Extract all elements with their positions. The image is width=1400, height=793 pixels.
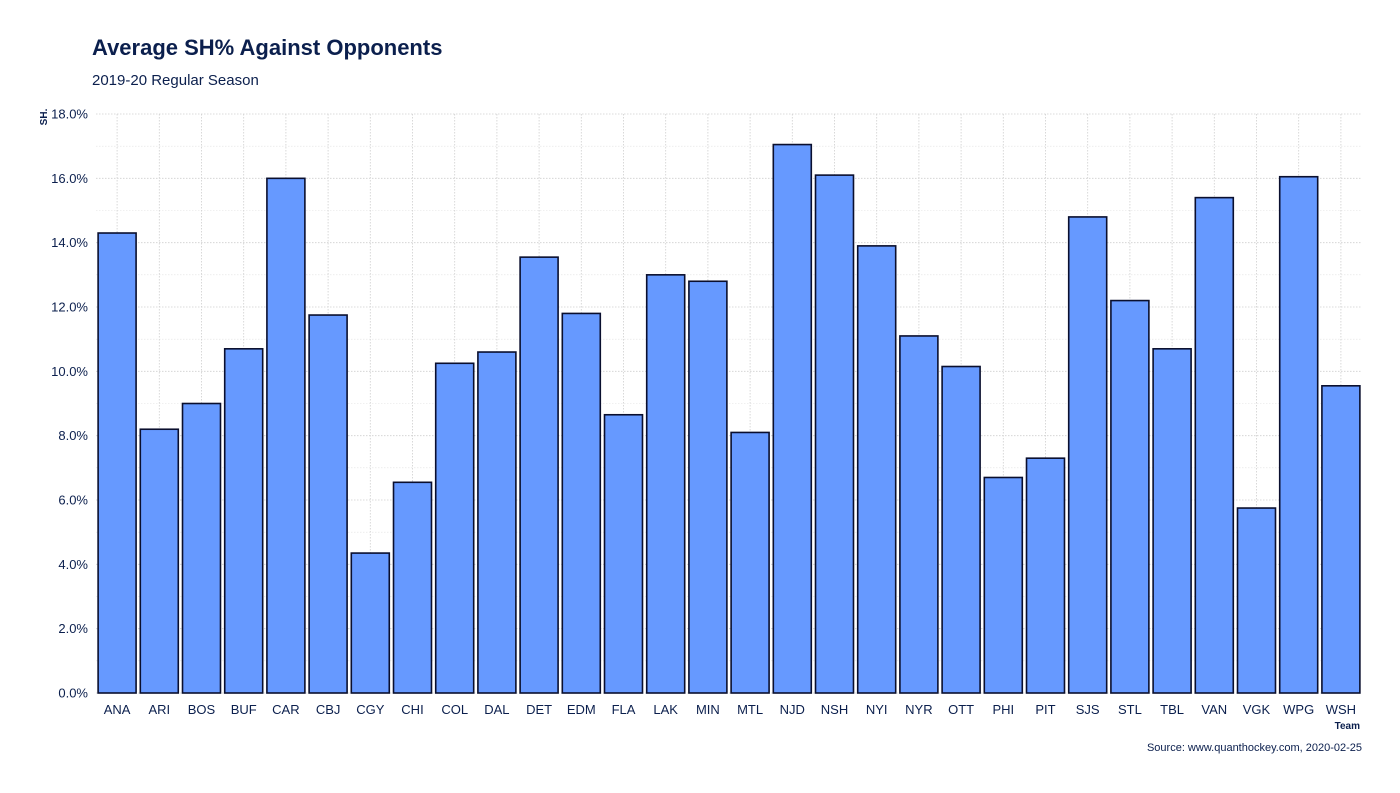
y-tick-label: 18.0% — [51, 107, 88, 122]
bar-chi — [392, 481, 433, 694]
bar-det — [519, 256, 559, 694]
bar-ana — [97, 232, 137, 694]
bar-fla — [603, 413, 644, 694]
x-tick-label: PIT — [1035, 702, 1055, 717]
bar-col — [434, 362, 475, 694]
x-tick-label: DET — [526, 702, 552, 717]
x-tick-label: WSH — [1326, 702, 1356, 717]
x-tick-label: CAR — [272, 702, 299, 717]
bar-bos — [181, 402, 222, 694]
bar-ott — [941, 365, 981, 694]
bar-wpg — [1278, 175, 1319, 694]
x-tick-label: SJS — [1076, 702, 1100, 717]
chart-title: Average SH% Against Opponents — [92, 35, 442, 60]
x-tick-label: MIN — [696, 702, 720, 717]
x-tick-label: STL — [1118, 702, 1142, 717]
y-tick-label: 12.0% — [51, 300, 88, 315]
y-axis: 0.0% 2.0% 4.0% 6.0% 8.0% 10.0% 12.0% 14.0% 16.0%… — [51, 107, 88, 701]
x-tick-label: DAL — [484, 702, 509, 717]
bar-tbl — [1152, 348, 1192, 694]
y-tick-label: 16.0% — [51, 171, 88, 186]
x-tick-label: EDM — [567, 702, 596, 717]
bar-ari — [139, 428, 180, 694]
x-axis: ANA ARI BOS BUF CAR CBJ CGY CHI COL DAL DET EDM FLA L… — [104, 702, 1356, 717]
bar-min — [688, 280, 728, 694]
y-tick-label: 14.0% — [51, 235, 88, 250]
bar-cgy — [350, 552, 391, 694]
x-tick-label: PHI — [992, 702, 1014, 717]
bar-mtl — [730, 431, 770, 694]
y-tick-label: 8.0% — [58, 428, 88, 443]
bar-cbj — [308, 314, 348, 694]
bar-wsh — [1321, 385, 1361, 694]
y-tick-label: 6.0% — [58, 493, 88, 508]
bar-dal — [477, 351, 517, 694]
bar-nsh — [814, 174, 855, 694]
bar-edm — [561, 312, 602, 694]
y-tick-label: 4.0% — [58, 557, 88, 572]
x-tick-label: WPG — [1283, 702, 1314, 717]
x-tick-label: COL — [441, 702, 468, 717]
x-tick-label: CHI — [401, 702, 423, 717]
x-tick-label: VGK — [1243, 702, 1271, 717]
x-axis-title: Team — [1335, 721, 1360, 732]
x-tick-label: CGY — [356, 702, 385, 717]
x-tick-label: BOS — [188, 702, 216, 717]
x-tick-label: NJD — [780, 702, 805, 717]
x-tick-label: NSH — [821, 702, 848, 717]
x-tick-label: BUF — [231, 702, 257, 717]
x-tick-label: OTT — [948, 702, 974, 717]
y-axis-title: SH. — [39, 108, 50, 125]
x-tick-label: TBL — [1160, 702, 1184, 717]
bar-nyi — [856, 245, 897, 694]
x-tick-label: VAN — [1201, 702, 1227, 717]
x-tick-label: LAK — [653, 702, 678, 717]
source-note: Source: www.quanthockey.com, 2020-02-25 — [1147, 742, 1362, 754]
bars-layer — [97, 143, 1361, 694]
bar-pit — [1025, 457, 1066, 694]
x-tick-label: CBJ — [316, 702, 341, 717]
bar-van — [1194, 196, 1235, 694]
x-tick-label: MTL — [737, 702, 763, 717]
bar-phi — [983, 476, 1024, 694]
x-tick-label: NYR — [905, 702, 932, 717]
y-tick-label: 10.0% — [51, 364, 88, 379]
bar-buf — [223, 348, 264, 694]
x-tick-label: ARI — [148, 702, 170, 717]
y-tick-label: 0.0% — [58, 686, 88, 701]
bar-njd — [772, 143, 813, 694]
bar-stl — [1110, 299, 1150, 694]
bar-lak — [645, 274, 686, 694]
bar-vgk — [1236, 507, 1277, 694]
chart-subtitle: 2019-20 Regular Season — [92, 72, 259, 89]
bar-nyr — [899, 335, 939, 694]
x-tick-label: ANA — [104, 702, 131, 717]
bar-car — [266, 177, 306, 694]
x-tick-label: NYI — [866, 702, 888, 717]
y-tick-label: 2.0% — [58, 621, 88, 636]
bar-sjs — [1067, 216, 1108, 694]
x-tick-label: FLA — [612, 702, 636, 717]
